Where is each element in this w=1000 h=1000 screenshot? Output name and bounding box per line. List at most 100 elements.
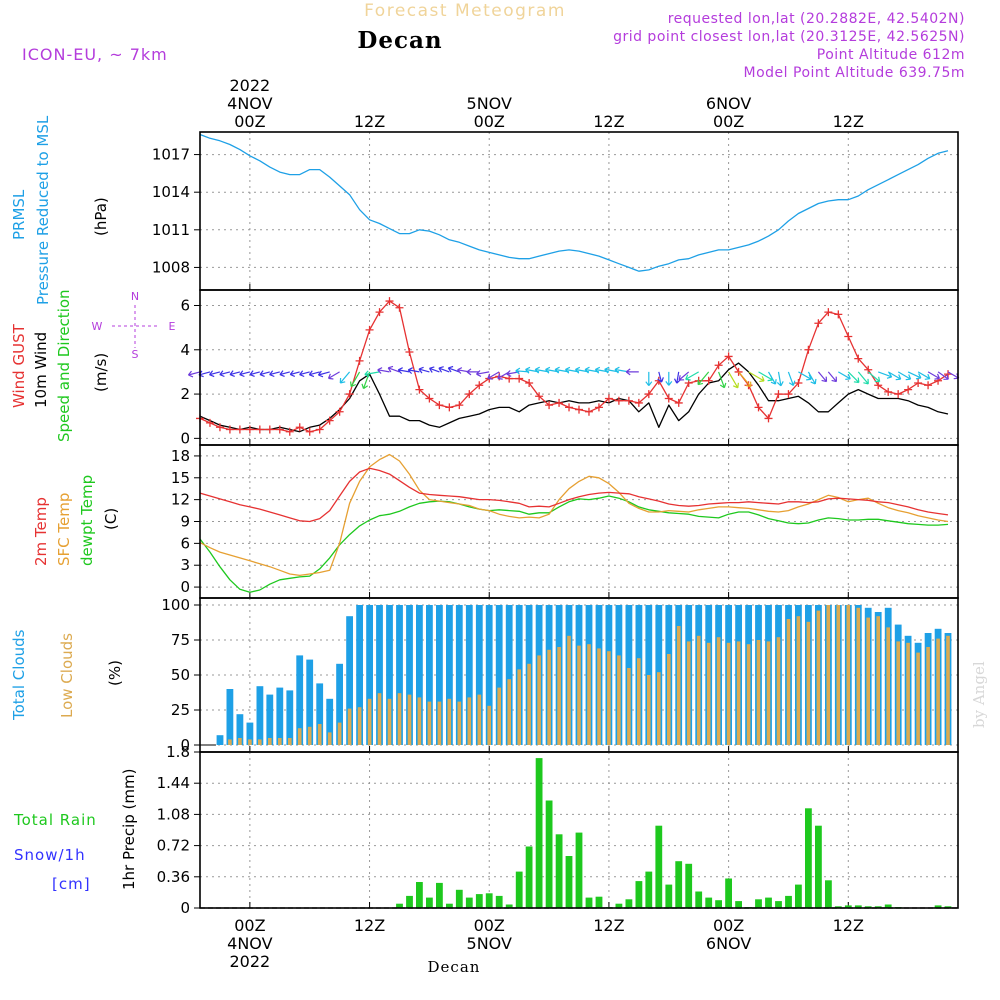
gust-marker [555, 398, 564, 407]
temp-2m-line [199, 467, 949, 523]
gust-marker [584, 407, 593, 416]
total-cloud-bar [495, 605, 503, 745]
total-cloud-bar [326, 698, 334, 745]
rain-bar [844, 905, 852, 908]
wind-unit-label: (m/s) [92, 353, 110, 392]
forecast-meteogram-title: Forecast Meteogram [364, 1, 566, 21]
total-cloud-bar [216, 735, 224, 745]
gust-marker [325, 416, 334, 425]
wind-direction-arrow [827, 371, 837, 383]
low-cloud-bar [846, 605, 851, 745]
wind-direction-arrow [657, 371, 664, 383]
total-cloud-bar [226, 689, 234, 745]
gust-marker [295, 423, 304, 432]
y-tick-label: 0.72 [157, 837, 190, 855]
low-cloud-bar [547, 649, 551, 745]
gust-marker [894, 390, 903, 399]
panel-frame [199, 751, 959, 909]
y-tick-label: 4 [180, 341, 190, 359]
temp-panel-labels: 2m Temp SFC Temp dewpt Temp (C) [32, 475, 120, 566]
low-cloud-bar [347, 708, 352, 745]
bottom-time-label: 5NOV [467, 934, 512, 953]
rain-bar [416, 882, 423, 908]
y-tick-label: 15 [171, 469, 190, 487]
rain-bar [575, 832, 583, 908]
low-clouds-label: Low Clouds [58, 633, 76, 718]
bottom-time-label: 12Z [354, 916, 385, 935]
wind-direction-arrow [897, 371, 912, 381]
gust-marker [535, 392, 544, 401]
total-cloud-bar [505, 605, 513, 745]
gust-marker [874, 381, 883, 390]
low-cloud-bar [756, 640, 761, 745]
panel-wind: 0 2 4 6 [180, 289, 960, 447]
wind-direction-arrow [947, 371, 960, 380]
wind-direction-arrow [289, 370, 300, 377]
gust-marker [415, 385, 424, 394]
snow-label: Snow/1h [14, 846, 86, 864]
y-tick-label: 25 [171, 701, 190, 719]
compass-w: W [92, 320, 103, 333]
wind-direction-arrow [418, 366, 430, 374]
wind-gust-label: Wind GUST [10, 323, 28, 408]
low-cloud-bar [268, 738, 272, 745]
low-cloud-bar [557, 647, 561, 745]
gust-marker [355, 356, 364, 365]
total-cloud-bar [286, 690, 294, 745]
gust-marker [575, 405, 583, 414]
rain-bar [465, 897, 473, 908]
temp-sfc-label: SFC Temp [55, 493, 73, 566]
gust-marker [315, 425, 324, 434]
rain-bar [854, 905, 862, 908]
total-cloud-bar [376, 605, 383, 745]
rain-bar [725, 878, 732, 908]
low-cloud-bar [278, 738, 282, 745]
model-altitude: Model Point Altitude 639.75m [744, 65, 965, 81]
cloud-unit-label: (%) [106, 660, 124, 686]
low-cloud-bar [307, 726, 312, 745]
gust-marker [335, 407, 344, 416]
total-cloud-bar [356, 605, 363, 745]
total-cloud-bar [266, 694, 274, 745]
low-cloud-bar [467, 697, 472, 745]
wind-direction-arrow [269, 370, 280, 378]
prmsl-label: PRMSL [10, 189, 28, 240]
low-cloud-bar [906, 642, 910, 745]
wind-direction-arrow [807, 371, 817, 385]
compass-rose: N W E S [92, 290, 176, 361]
low-cloud-bar [946, 635, 950, 745]
y-tick-label: 9 [180, 513, 190, 531]
y-tick-label: 1008 [152, 258, 190, 276]
total-cloud-bar [416, 605, 423, 745]
gust-marker [515, 374, 524, 383]
gust-marker [674, 398, 683, 407]
bottom-time-label: 00Z [474, 916, 505, 935]
gust-marker [854, 354, 863, 363]
low-cloud-bar [696, 635, 701, 745]
wind-direction-arrow [776, 371, 784, 387]
low-cloud-bar [896, 641, 900, 745]
rain-bar [805, 808, 812, 908]
gust-marker [624, 396, 633, 405]
low-cloud-bar [457, 701, 462, 745]
low-cloud-bar [796, 616, 801, 745]
low-cloud-bar [936, 638, 940, 745]
bottom-time-label: 00Z [713, 916, 744, 935]
wind-10m-label: 10m Wind [32, 332, 50, 408]
rain-bar [934, 905, 942, 908]
wind-speed-direction-label: Speed and Direction [55, 289, 73, 442]
precip-panel-labels: Total Rain Snow/1h [cm] 1hr Precip (mm) [13, 769, 138, 893]
rain-bar [815, 825, 822, 908]
temp-unit-label: (C) [102, 508, 120, 530]
low-cloud-bar [746, 644, 751, 745]
rain-bar [436, 882, 443, 908]
low-cloud-bar [667, 654, 671, 745]
rain-bar [565, 856, 573, 908]
wind-direction-arrow [447, 365, 460, 373]
gust-marker [714, 361, 723, 370]
low-cloud-bar [866, 617, 870, 745]
wind-direction-arrow [279, 370, 290, 377]
low-cloud-bar [657, 672, 661, 745]
rain-bar [635, 881, 643, 908]
